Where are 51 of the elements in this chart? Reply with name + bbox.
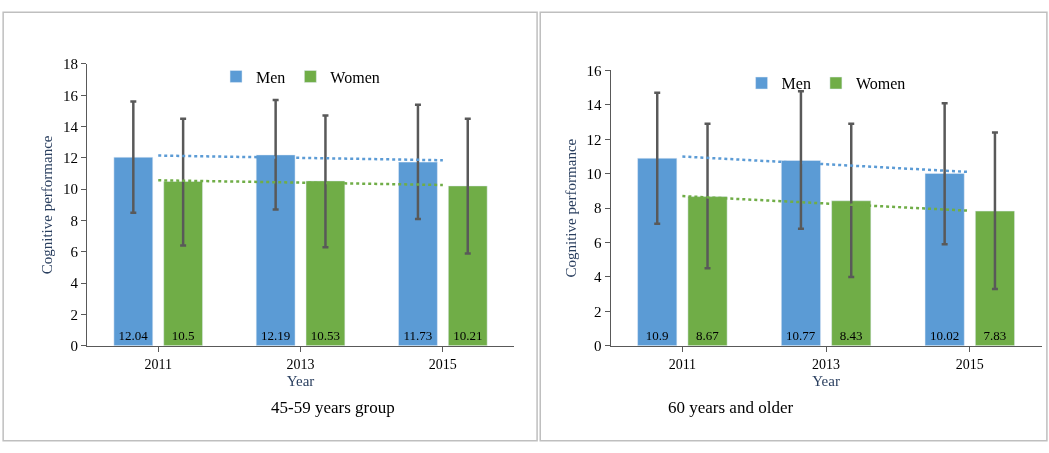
y-tick-label: 14	[586, 97, 603, 114]
y-tick-label: 8	[594, 200, 602, 217]
legend-label: Men	[256, 68, 286, 86]
data-label: 12.04	[118, 327, 149, 343]
data-label: 10.53	[310, 327, 341, 343]
y-tick-label: 4	[594, 269, 603, 286]
x-axis-title: Year	[812, 372, 840, 389]
y-tick-label: 10	[586, 165, 602, 182]
bar	[637, 158, 678, 346]
y-tick-label: 2	[70, 306, 79, 323]
data-label: 12.19	[261, 327, 291, 343]
y-tick-label: 0	[70, 338, 79, 355]
bar	[448, 185, 488, 346]
data-label: 10.77	[786, 327, 816, 343]
x-axis-title: Year	[286, 372, 315, 389]
x-tick-label: 2011	[144, 356, 172, 372]
y-tick-label: 6	[70, 244, 79, 261]
bar	[975, 210, 1015, 346]
x-tick-label: 2013	[286, 356, 315, 372]
data-label: 10.02	[930, 327, 960, 343]
y-tick-label: 0	[594, 338, 602, 355]
data-label: 7.83	[983, 327, 1007, 343]
data-label: 8.67	[695, 327, 720, 343]
data-label: 10.9	[645, 327, 669, 343]
y-tick-label: 16	[63, 87, 79, 104]
y-tick-label: 10	[63, 181, 79, 198]
y-axis-title: Cognitive performance	[39, 135, 56, 275]
y-tick-label: 16	[586, 62, 603, 79]
x-tick-label: 2013	[812, 356, 841, 372]
y-tick-label: 12	[586, 131, 602, 148]
y-tick-label: 8	[70, 212, 79, 229]
y-tick-label: 2	[594, 303, 602, 320]
text: 45-59 years group	[271, 398, 395, 417]
data-label: 10.21	[453, 327, 483, 343]
y-tick-label: 6	[594, 234, 603, 251]
legend-label: Men	[781, 75, 811, 93]
y-axis-title: Cognitive performance	[562, 138, 579, 278]
bar	[113, 157, 153, 346]
text: 60 years and older	[668, 398, 794, 417]
x-tick-label: 2015	[428, 356, 457, 372]
legend-label: Women	[330, 68, 380, 86]
y-tick-label: 14	[63, 118, 79, 135]
x-tick-label: 2015	[955, 356, 984, 372]
legend-label: Women	[855, 75, 906, 93]
data-label: 11.73	[403, 327, 433, 343]
y-tick-label: 12	[63, 150, 79, 167]
data-label: 8.43	[839, 327, 863, 343]
data-label: 10.5	[171, 327, 195, 343]
y-tick-label: 4	[70, 275, 79, 292]
y-tick-label: 18	[63, 56, 79, 73]
x-tick-label: 2011	[668, 356, 697, 372]
